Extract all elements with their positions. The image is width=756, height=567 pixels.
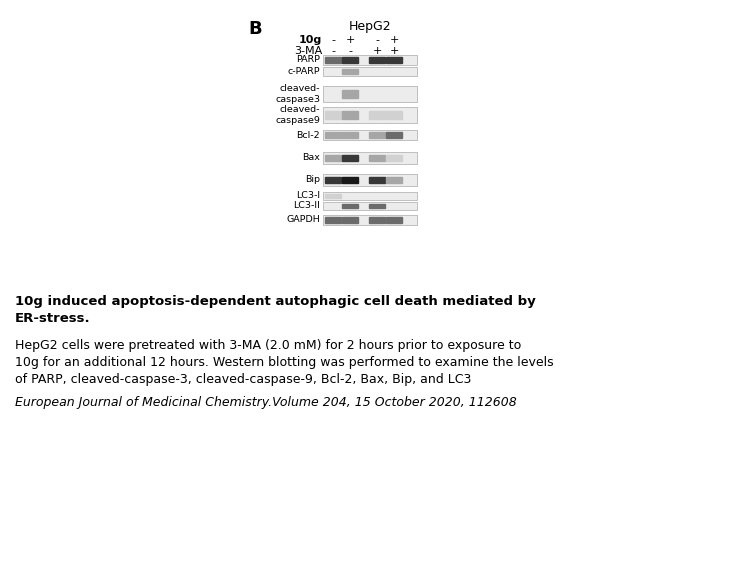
Text: -: -: [331, 35, 335, 45]
Text: +: +: [389, 35, 398, 45]
Text: European Journal of Medicinal Chemistry.Volume 204, 15 October 2020, 112608: European Journal of Medicinal Chemistry.…: [15, 396, 517, 409]
Bar: [386, 57, 402, 63]
Bar: [386, 217, 402, 223]
Bar: [369, 177, 385, 183]
Bar: [386, 177, 402, 183]
Text: 10g: 10g: [299, 35, 322, 45]
Bar: [325, 132, 341, 138]
Bar: [386, 155, 402, 161]
Bar: [325, 111, 341, 120]
Text: +: +: [345, 35, 355, 45]
Text: +: +: [389, 46, 398, 56]
Bar: [323, 215, 417, 225]
Bar: [342, 155, 358, 161]
Bar: [342, 111, 358, 120]
Text: c-PARP: c-PARP: [287, 67, 320, 76]
Text: LC3-I: LC3-I: [296, 192, 320, 201]
Bar: [323, 55, 417, 65]
Bar: [323, 86, 417, 102]
Text: cleaved-
caspase3: cleaved- caspase3: [275, 84, 320, 104]
Bar: [325, 217, 341, 223]
Bar: [323, 67, 417, 76]
Bar: [342, 217, 358, 223]
Text: 3-MA: 3-MA: [294, 46, 322, 56]
Text: +: +: [372, 46, 382, 56]
Bar: [325, 57, 341, 63]
Bar: [369, 155, 385, 161]
Bar: [342, 90, 358, 99]
Text: B: B: [248, 20, 262, 38]
Bar: [386, 111, 402, 120]
Bar: [369, 57, 385, 63]
Text: -: -: [375, 35, 379, 45]
Text: -: -: [331, 46, 335, 56]
Text: Bax: Bax: [302, 154, 320, 163]
Bar: [342, 132, 358, 138]
Bar: [342, 57, 358, 63]
Bar: [369, 217, 385, 223]
Bar: [323, 202, 417, 210]
Bar: [325, 155, 341, 161]
Bar: [369, 204, 385, 208]
Text: Bip: Bip: [305, 176, 320, 184]
Text: LC3-II: LC3-II: [293, 201, 320, 210]
Bar: [369, 132, 385, 138]
Text: GAPDH: GAPDH: [287, 215, 320, 225]
Text: HepG2: HepG2: [349, 20, 392, 33]
Bar: [342, 177, 358, 183]
Text: cleaved-
caspase9: cleaved- caspase9: [275, 105, 320, 125]
Bar: [386, 132, 402, 138]
Bar: [323, 107, 417, 123]
Text: 10g induced apoptosis-dependent autophagic cell death mediated by
ER-stress.: 10g induced apoptosis-dependent autophag…: [15, 295, 536, 325]
Bar: [369, 111, 385, 120]
Bar: [342, 69, 358, 74]
Text: -: -: [348, 46, 352, 56]
Text: Bcl-2: Bcl-2: [296, 130, 320, 139]
Bar: [342, 204, 358, 208]
Bar: [325, 177, 341, 183]
Text: PARP: PARP: [296, 56, 320, 65]
Bar: [323, 130, 417, 140]
Bar: [325, 194, 341, 198]
Bar: [323, 152, 417, 164]
Bar: [323, 192, 417, 200]
Bar: [323, 174, 417, 186]
Text: HepG2 cells were pretreated with 3-MA (2.0 mM) for 2 hours prior to exposure to
: HepG2 cells were pretreated with 3-MA (2…: [15, 339, 553, 386]
